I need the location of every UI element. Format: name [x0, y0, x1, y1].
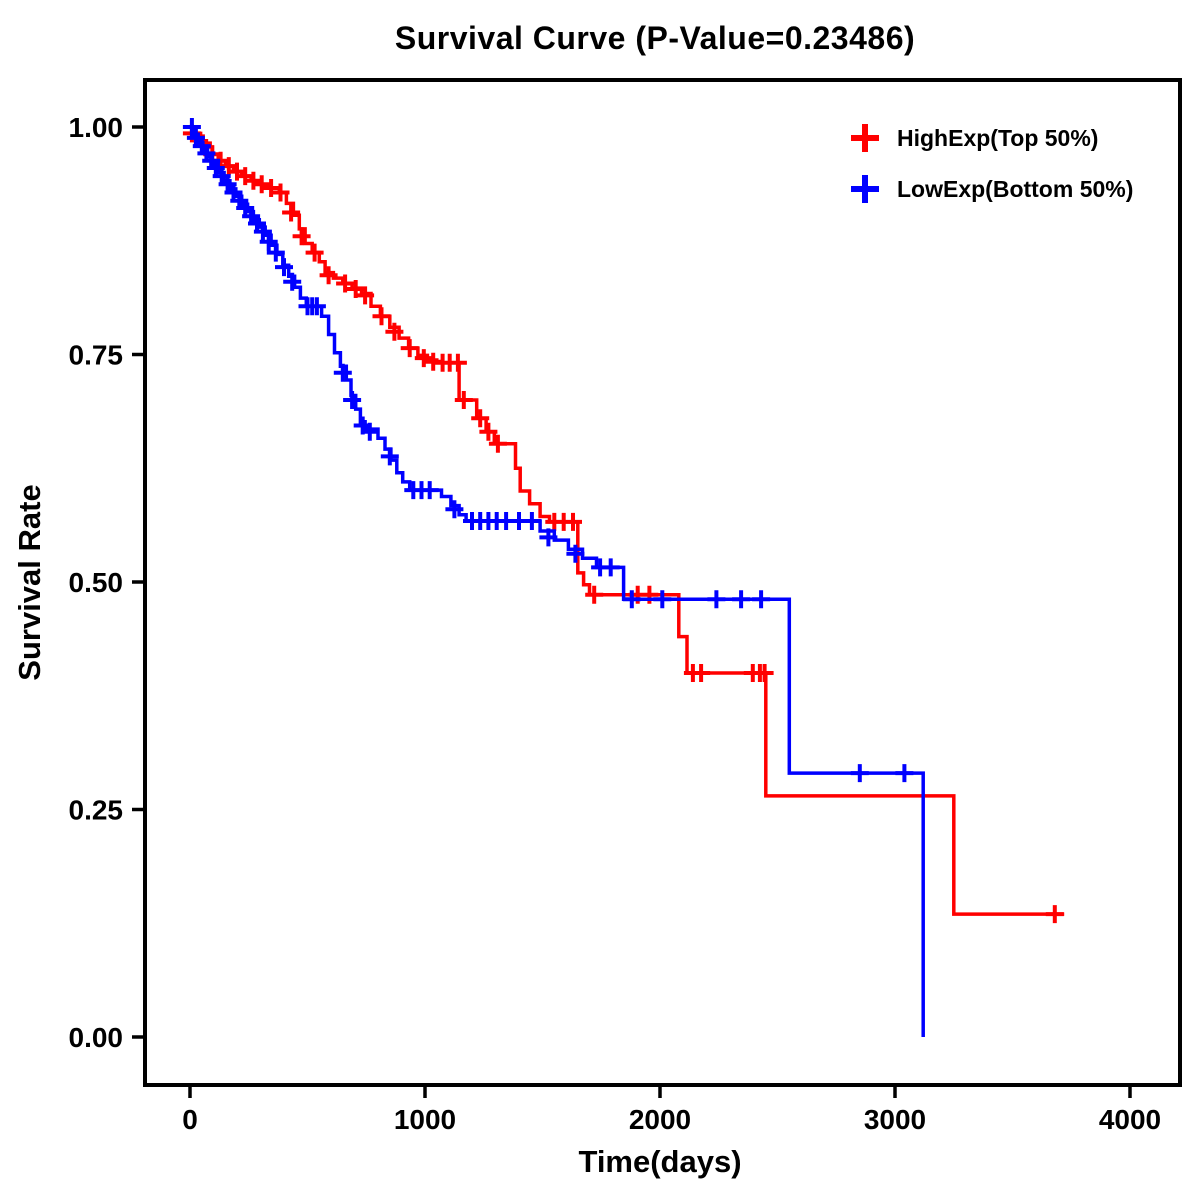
y-axis-title: Survival Rate [12, 484, 47, 680]
series-line-highexp [190, 125, 1065, 916]
x-axis-tick-label: 1000 [394, 1104, 456, 1135]
x-axis-title: Time(days) [578, 1144, 741, 1179]
x-axis-tick-label: 4000 [1099, 1104, 1161, 1135]
y-axis-tick-label: 0.00 [69, 1022, 124, 1053]
y-axis-tick-label: 0.25 [69, 795, 124, 826]
legend-label-lowexp: LowExp(Bottom 50%) [897, 176, 1133, 202]
legend-marker-highexp [851, 124, 879, 152]
chart-title: Survival Curve (P-Value=0.23486) [394, 20, 916, 56]
x-axis-tick-label: 0 [182, 1104, 198, 1135]
legend-marker-lowexp [851, 175, 879, 203]
legend-label-highexp: HighExp(Top 50%) [897, 125, 1098, 151]
y-axis-tick-label: 1.00 [69, 112, 124, 143]
y-axis-tick-label: 0.50 [69, 567, 124, 598]
series-line-lowexp [190, 125, 925, 1037]
y-axis-tick-label: 0.75 [69, 340, 124, 371]
x-axis-tick-label: 3000 [864, 1104, 926, 1135]
x-axis-tick-label: 2000 [629, 1104, 691, 1135]
series-censor-marks-lowexp [182, 118, 914, 783]
series-censor-marks-highexp [182, 124, 1064, 924]
